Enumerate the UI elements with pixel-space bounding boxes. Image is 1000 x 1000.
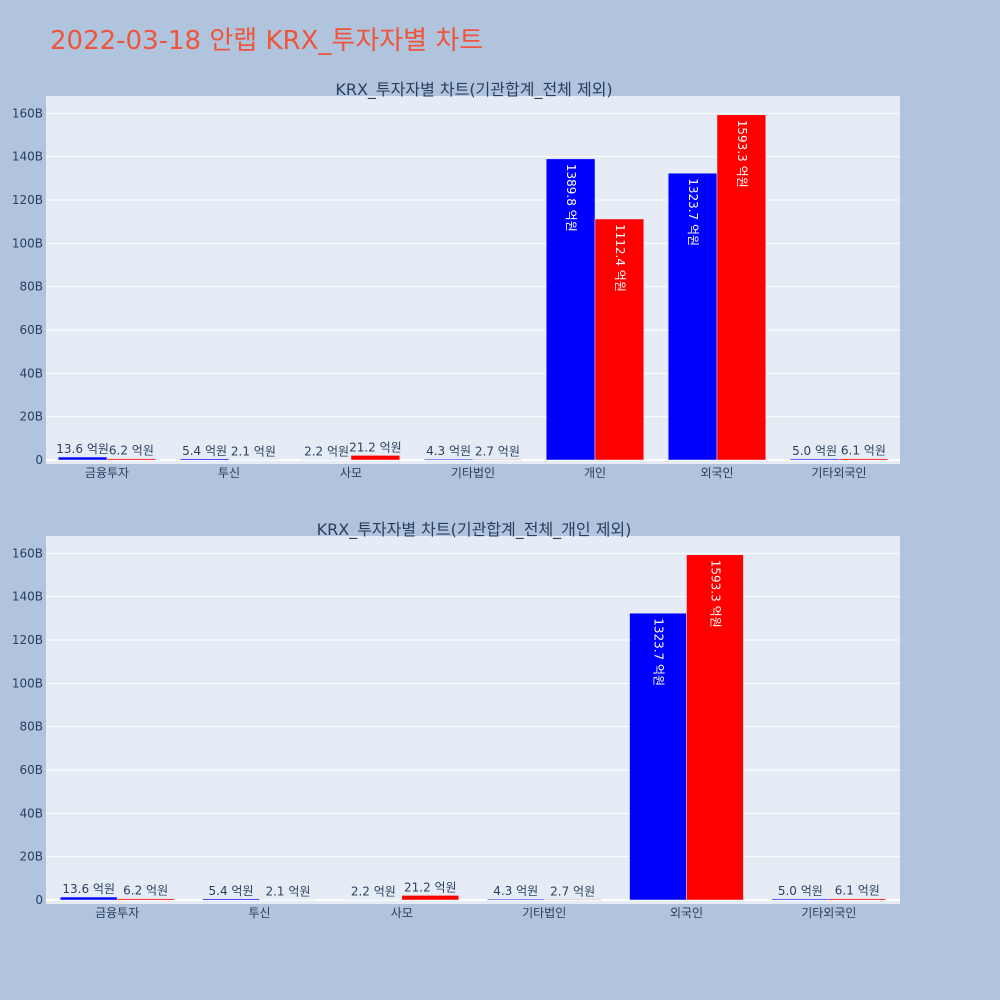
bar-buy[interactable] [57, 456, 108, 461]
bar-value-label: 1389.8 억원 [564, 164, 578, 232]
bar-value-label: 6.2 억원 [123, 884, 168, 898]
y-tick-label: 140B [12, 590, 43, 604]
bar-buy[interactable] [789, 458, 840, 461]
bar-value-label: 1593.3 억원 [708, 560, 722, 628]
y-tick-label: 40B [19, 806, 43, 820]
x-tick-label: 기타외국인 [801, 906, 856, 920]
plot-area [46, 96, 900, 464]
bar-sell[interactable] [828, 898, 887, 901]
chart-all-investors: 0 20B 40B 60B 80B 100B 120B 140B 160B KRX_투자자별 차트… [12, 80, 900, 480]
bar-buy[interactable] [423, 458, 474, 461]
bar-value-label: 5.0 억원 [778, 884, 823, 898]
x-tick-label: 기타외국인 [811, 466, 866, 480]
chart-title: KRX_투자자별 차트(기관합계_전체_개인 제외) [317, 520, 632, 540]
chart-excluding-individuals: 0 20B 40B 60B 80B 100B 120B 140B 160B KRX_투자자별 차트… [12, 520, 900, 920]
x-tick-label: 투신 [248, 906, 270, 920]
bar-value-label: 5.4 억원 [182, 444, 227, 458]
x-tick-label: 사모 [340, 466, 362, 480]
bar-value-label: 4.3 억원 [426, 444, 471, 458]
plot-area [46, 536, 900, 904]
x-tick-label: 사모 [391, 906, 413, 920]
bar-value-label: 1593.3 억원 [735, 120, 749, 188]
y-tick-label: 160B [12, 546, 43, 560]
bar-value-label: 13.6 억원 [62, 882, 115, 896]
x-tick-label: 투신 [218, 466, 240, 480]
bar-value-label: 21.2 억원 [404, 880, 457, 894]
bar-sell[interactable] [116, 898, 175, 901]
bar-sell[interactable] [686, 554, 744, 901]
bar-value-label: 1323.7 억원 [652, 618, 666, 686]
page-title: 2022-03-18 안랩 KRX_투자자별 차트 [50, 26, 483, 56]
y-tick-label: 60B [19, 763, 43, 777]
chart-title: KRX_투자자별 차트(기관합계_전체 제외) [335, 80, 612, 100]
x-tick-label: 외국인 [670, 906, 703, 920]
bar-sell[interactable] [716, 114, 767, 461]
bar-value-label: 2.7 억원 [550, 884, 595, 898]
bar-value-label: 2.2 억원 [351, 885, 396, 899]
bar-value-label: 1323.7 억원 [686, 178, 700, 246]
bar-sell[interactable] [401, 895, 460, 901]
bar-sell[interactable] [838, 458, 889, 461]
bar-buy[interactable] [202, 898, 260, 901]
y-tick-label: 100B [12, 236, 43, 250]
y-tick-label: 80B [19, 280, 43, 294]
x-tick-label: 금융투자 [95, 906, 139, 920]
y-tick-label: 80B [19, 720, 43, 734]
bar-buy[interactable] [59, 896, 118, 901]
bar-value-label: 1112.4 억원 [613, 224, 627, 292]
bar-value-label: 6.2 억원 [109, 444, 154, 458]
y-tick-label: 60B [19, 323, 43, 337]
y-tick-label: 120B [12, 193, 43, 207]
bar-value-label: 2.1 억원 [231, 445, 276, 459]
bar-sell[interactable] [543, 899, 602, 901]
bar-sell[interactable] [472, 459, 523, 461]
bar-buy[interactable] [179, 458, 230, 461]
bar-value-label: 4.3 억원 [493, 884, 538, 898]
bar-value-label: 6.1 억원 [835, 884, 880, 898]
x-tick-label: 외국인 [700, 466, 733, 480]
y-tick-label: 120B [12, 633, 43, 647]
bar-buy[interactable] [667, 172, 718, 461]
x-tick-label: 기타법인 [451, 466, 495, 480]
bar-value-label: 5.4 억원 [209, 884, 254, 898]
bar-value-label: 21.2 억원 [349, 440, 402, 454]
bar-value-label: 2.1 억원 [265, 885, 310, 899]
bar-sell[interactable] [594, 218, 645, 461]
y-tick-label: 20B [19, 850, 43, 864]
y-tick-label: 100B [12, 676, 43, 690]
y-tick-label: 140B [12, 150, 43, 164]
y-tick-label: 0 [35, 453, 43, 467]
x-tick-label: 개인 [584, 466, 606, 480]
y-tick-label: 0 [35, 893, 43, 907]
x-tick-label: 기타법인 [522, 906, 566, 920]
y-tick-label: 160B [12, 106, 43, 120]
bar-buy[interactable] [771, 898, 830, 901]
bar-sell[interactable] [106, 458, 157, 461]
y-tick-label: 40B [19, 366, 43, 380]
bar-value-label: 13.6 억원 [56, 442, 109, 456]
bar-buy[interactable] [486, 898, 545, 901]
bar-value-label: 5.0 억원 [792, 444, 837, 458]
x-tick-label: 금융투자 [85, 466, 129, 480]
bar-value-label: 2.7 억원 [475, 444, 520, 458]
y-tick-label: 20B [19, 410, 43, 424]
bar-value-label: 2.2 억원 [304, 445, 349, 459]
bar-sell[interactable] [350, 455, 401, 461]
bar-value-label: 6.1 억원 [841, 444, 886, 458]
